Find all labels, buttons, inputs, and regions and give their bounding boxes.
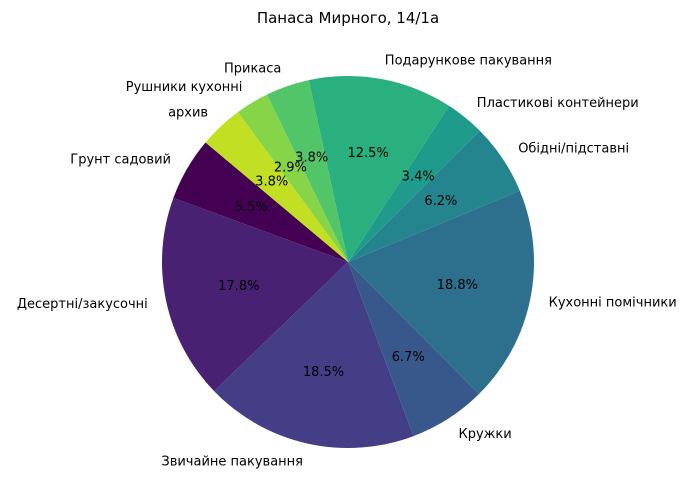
slice-percent-label: 3.8%	[295, 151, 328, 166]
slice-label: Подарункове пакування	[385, 54, 552, 69]
slice-percent-label: 5.5%	[235, 200, 268, 215]
chart-title: Панаса Мирного, 14/1а	[257, 9, 439, 27]
slice-percent-label: 18.5%	[303, 365, 344, 380]
pie-labels: Грунт садовий 5.5% Десертні/закусочні 17.8%…	[17, 54, 677, 470]
slice-percent-label: 2.9%	[274, 160, 307, 175]
pie-slice	[308, 75, 449, 263]
slice-label: Кухонні помічники	[549, 295, 677, 310]
slice-percent-label: 6.2%	[424, 194, 457, 209]
slice-percent-label: 3.8%	[255, 175, 288, 190]
slice-percent-label: 12.5%	[347, 146, 388, 161]
slice-label: Обідні/підставні	[518, 142, 629, 157]
pie-slice	[214, 262, 414, 448]
slice-label: Грунт садовий	[70, 152, 171, 167]
pie-slice	[162, 197, 348, 392]
pie-slice	[237, 94, 348, 263]
slice-label: Звичайне пакування	[161, 455, 303, 470]
slice-percent-label: 3.4%	[402, 169, 435, 184]
slice-label: Пластикові контейнери	[477, 96, 639, 111]
pie-slice	[348, 130, 520, 262]
slice-percent-label: 18.8%	[437, 278, 478, 293]
pie-slices	[162, 75, 534, 448]
pie-slice	[348, 262, 479, 437]
pie-slice	[266, 80, 348, 262]
pie-slice	[348, 190, 534, 395]
pie-slice	[173, 142, 348, 262]
slice-label: Кружки	[459, 427, 512, 442]
slice-label: Прикаса	[224, 62, 281, 77]
slice-percent-label: 6.7%	[392, 350, 425, 365]
pie-slice	[205, 112, 348, 262]
slice-percent-label: 17.8%	[218, 279, 259, 294]
slice-label: Рушники кухонні	[126, 80, 243, 95]
slice-label: Десертні/закусочні	[17, 297, 148, 312]
slice-label: архив	[168, 106, 208, 121]
pie-slice	[348, 105, 480, 262]
